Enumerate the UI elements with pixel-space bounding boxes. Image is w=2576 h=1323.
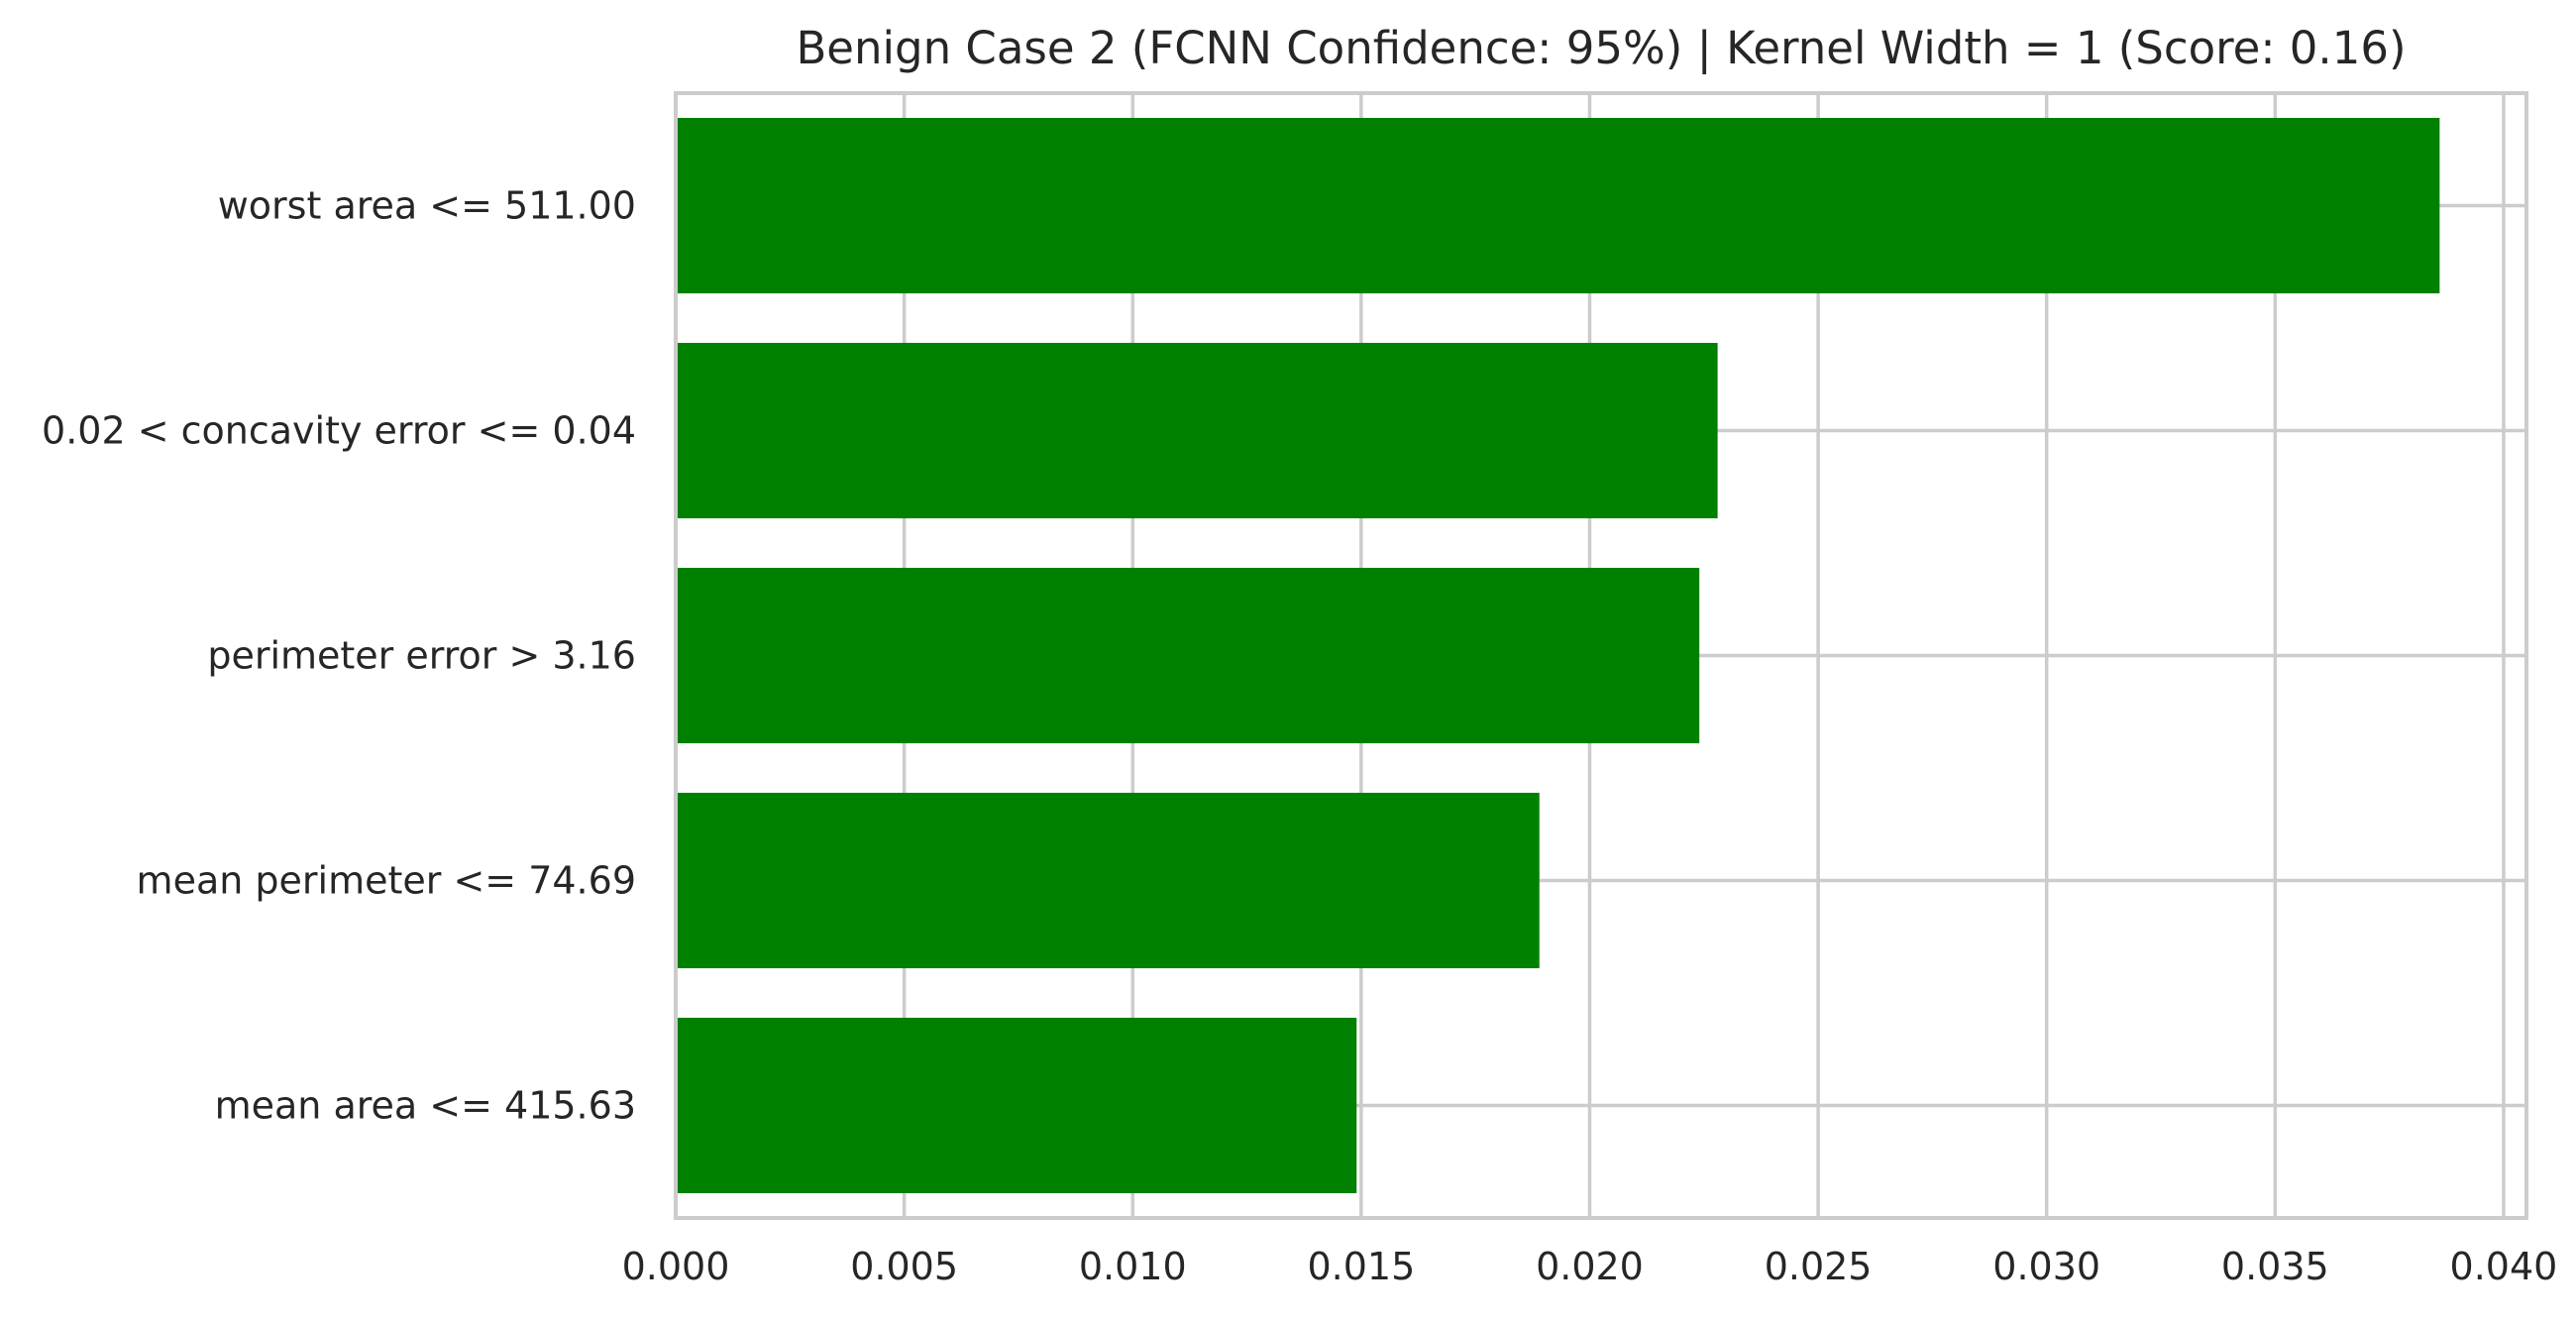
x-tick-label: 0.040	[2450, 1245, 2558, 1288]
bar	[676, 342, 1718, 519]
y-tick-label: mean area <= 415.63	[215, 1084, 636, 1128]
y-tick-label: worst area <= 511.00	[218, 184, 636, 228]
x-tick-label: 0.010	[1079, 1245, 1187, 1288]
x-tick-label: 0.035	[2221, 1245, 2329, 1288]
y-tick-labels: worst area <= 511.00 0.02 < concavity err…	[42, 184, 636, 1128]
x-tick-labels: 0.000 0.005 0.010 0.015 0.020 0.025 0.030 0.035…	[622, 1245, 2558, 1288]
axes-frame	[674, 91, 2528, 1220]
x-tick-label: 0.015	[1307, 1245, 1415, 1288]
bar	[676, 567, 1700, 744]
x-tick-label: 0.030	[1992, 1245, 2100, 1288]
y-tick-label: perimeter error > 3.16	[207, 634, 636, 678]
bar-layer	[676, 117, 2440, 1194]
bar	[676, 117, 2440, 294]
x-tick-label: 0.020	[1536, 1245, 1644, 1288]
bar	[676, 1017, 1357, 1194]
x-tick-label: 0.005	[850, 1245, 958, 1288]
x-tick-label: 0.025	[1765, 1245, 1873, 1288]
chart-title: Benign Case 2 (FCNN Confidence: 95%) | K…	[796, 22, 2406, 74]
y-tick-label: mean perimeter <= 74.69	[137, 859, 636, 903]
bar	[676, 792, 1540, 969]
x-tick-label: 0.000	[622, 1245, 730, 1288]
y-tick-label: 0.02 < concavity error <= 0.04	[42, 409, 636, 453]
